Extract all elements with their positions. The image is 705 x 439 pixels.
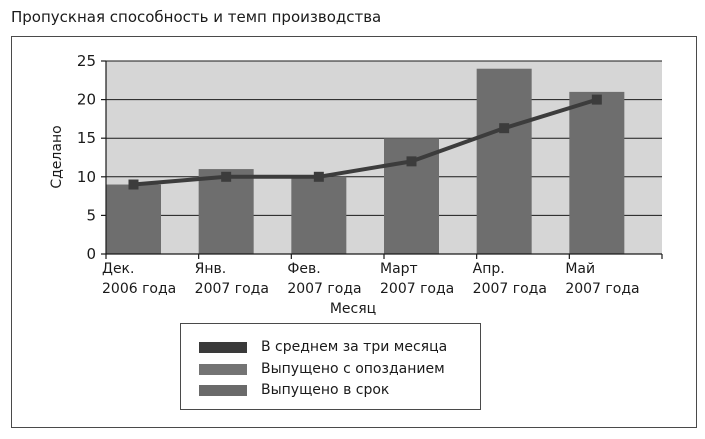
x-tick-label: 2007 года — [473, 281, 547, 297]
y-tick-label: 10 — [77, 168, 96, 186]
chart-title: Пропускная способность и темп производст… — [11, 8, 382, 26]
y-tick-label: 0 — [86, 245, 96, 263]
legend-item-late: Выпущено с опозданием — [199, 359, 445, 379]
legend-label-late: Выпущено с опозданием — [261, 361, 445, 377]
y-axis-label: Сделано — [49, 125, 65, 188]
axis-labels: 0 5 10 15 20 25 Дек. 2006 года Янв. 2007 года Фев.… — [49, 52, 640, 317]
average-marker — [591, 94, 602, 105]
average-line — [128, 94, 602, 190]
average-marker — [221, 171, 232, 182]
x-tick-label: Апр. — [473, 261, 505, 277]
x-axis-label: Месяц — [330, 301, 376, 317]
bar — [569, 91, 625, 254]
bar — [291, 176, 347, 254]
average-marker — [313, 171, 324, 182]
bar — [106, 184, 161, 254]
y-tick-label: 15 — [77, 129, 96, 147]
x-tick-label: 2007 года — [287, 281, 361, 297]
average-marker — [406, 156, 417, 167]
legend-label-average: В среднем за три месяца — [261, 339, 448, 355]
x-tick-label: Март — [380, 261, 418, 277]
x-tick-label: 2006 года — [102, 281, 176, 297]
bar — [198, 169, 254, 254]
legend-item-ontime: Выпущено в срок — [199, 380, 389, 400]
y-tick-label: 25 — [77, 52, 96, 70]
average-marker — [499, 123, 510, 134]
x-tick-label: Янв. — [195, 261, 227, 277]
y-tick-label: 20 — [77, 91, 96, 109]
x-tick-label: 2007 года — [380, 281, 454, 297]
x-tick-label: Дек. — [102, 261, 134, 277]
x-tick-label: Фев. — [287, 261, 320, 277]
legend-swatch-ontime — [199, 384, 247, 396]
legend-swatch-average — [199, 341, 247, 353]
x-tick-label: 2007 года — [195, 281, 269, 297]
x-tick-label: Май — [565, 261, 595, 277]
bar — [476, 68, 532, 254]
x-tick-label: 2007 года — [565, 281, 639, 297]
legend-label-ontime: Выпущено в срок — [261, 382, 390, 398]
legend: В среднем за три месяца Выпущено с опозд… — [180, 323, 481, 410]
chart-frame — [11, 36, 697, 428]
y-tick-label: 5 — [86, 206, 96, 224]
legend-swatch-late — [199, 363, 247, 375]
axes — [101, 60, 663, 259]
average-polyline — [133, 97, 598, 187]
average-marker — [128, 179, 139, 190]
bars — [106, 68, 625, 254]
legend-item-average: В среднем за три месяца — [199, 337, 447, 357]
